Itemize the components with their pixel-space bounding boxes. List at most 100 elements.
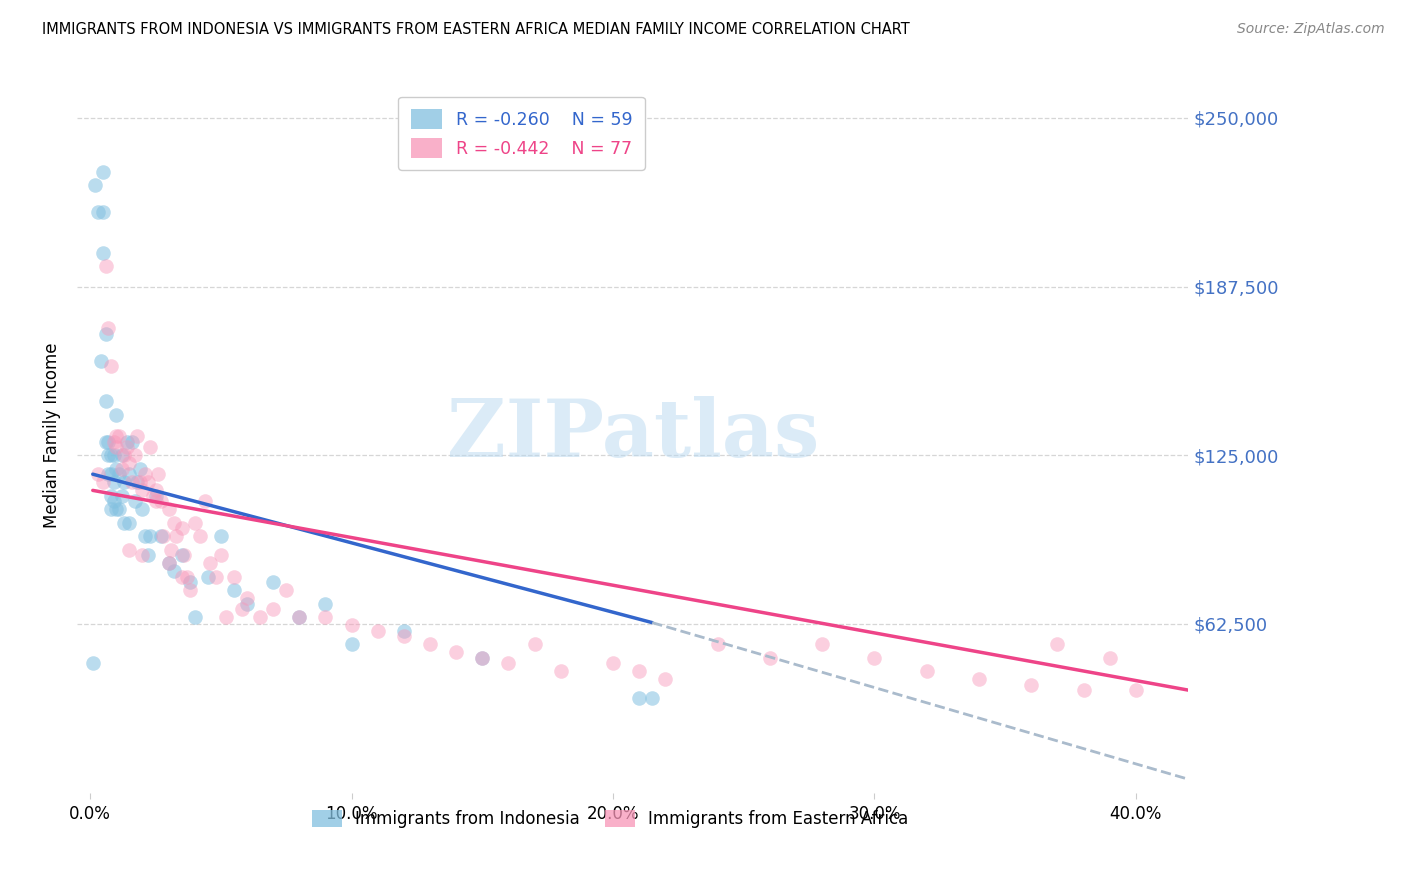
Point bbox=[110, 489, 132, 503]
Point bbox=[103, 434, 125, 449]
Point bbox=[811, 637, 834, 651]
Point bbox=[105, 408, 128, 422]
Point bbox=[108, 429, 131, 443]
Point bbox=[127, 429, 149, 443]
Point bbox=[340, 637, 363, 651]
Point bbox=[967, 673, 990, 687]
Point bbox=[163, 516, 186, 530]
Point bbox=[149, 494, 172, 508]
Point bbox=[288, 610, 311, 624]
Point bbox=[105, 429, 128, 443]
Point bbox=[97, 434, 120, 449]
Point bbox=[146, 467, 169, 482]
Point bbox=[121, 434, 143, 449]
Point bbox=[628, 691, 651, 706]
Point bbox=[100, 359, 122, 374]
Point bbox=[82, 656, 104, 670]
Point bbox=[145, 483, 167, 498]
Point bbox=[222, 570, 245, 584]
Point bbox=[288, 610, 311, 624]
Point bbox=[204, 570, 226, 584]
Point bbox=[118, 542, 141, 557]
Point bbox=[157, 502, 180, 516]
Point bbox=[112, 475, 135, 490]
Point bbox=[314, 610, 336, 624]
Point bbox=[142, 489, 165, 503]
Point bbox=[97, 467, 120, 482]
Point bbox=[340, 618, 363, 632]
Point bbox=[97, 321, 120, 335]
Point bbox=[194, 494, 217, 508]
Point bbox=[165, 529, 187, 543]
Point bbox=[87, 467, 110, 482]
Point bbox=[103, 475, 125, 490]
Point bbox=[91, 165, 114, 179]
Point bbox=[1046, 637, 1069, 651]
Point bbox=[550, 664, 572, 678]
Point bbox=[100, 489, 122, 503]
Point bbox=[110, 462, 132, 476]
Point bbox=[419, 637, 441, 651]
Point bbox=[209, 548, 232, 562]
Point bbox=[184, 610, 207, 624]
Point bbox=[523, 637, 546, 651]
Y-axis label: Median Family Income: Median Family Income bbox=[44, 343, 60, 528]
Point bbox=[103, 494, 125, 508]
Point bbox=[100, 502, 122, 516]
Point bbox=[118, 516, 141, 530]
Point bbox=[184, 516, 207, 530]
Point bbox=[139, 440, 162, 454]
Point bbox=[215, 610, 238, 624]
Point bbox=[128, 462, 150, 476]
Point bbox=[641, 691, 664, 706]
Point bbox=[110, 448, 132, 462]
Point bbox=[100, 467, 122, 482]
Point bbox=[145, 494, 167, 508]
Point bbox=[124, 494, 146, 508]
Point bbox=[84, 178, 107, 193]
Point bbox=[134, 467, 156, 482]
Point bbox=[170, 521, 193, 535]
Point bbox=[200, 556, 222, 570]
Point bbox=[108, 467, 131, 482]
Point bbox=[179, 583, 201, 598]
Point bbox=[163, 565, 186, 579]
Point bbox=[222, 583, 245, 598]
Point bbox=[170, 548, 193, 562]
Point bbox=[176, 570, 198, 584]
Point bbox=[149, 529, 172, 543]
Point bbox=[105, 502, 128, 516]
Point bbox=[157, 556, 180, 570]
Point bbox=[231, 602, 253, 616]
Point bbox=[131, 502, 153, 516]
Point bbox=[471, 650, 494, 665]
Point bbox=[112, 448, 135, 462]
Point bbox=[97, 448, 120, 462]
Legend: Immigrants from Indonesia, Immigrants from Eastern Africa: Immigrants from Indonesia, Immigrants fr… bbox=[305, 803, 915, 834]
Point bbox=[100, 448, 122, 462]
Point bbox=[276, 583, 298, 598]
Point bbox=[108, 502, 131, 516]
Point bbox=[139, 529, 162, 543]
Point bbox=[105, 440, 128, 454]
Point bbox=[115, 440, 138, 454]
Text: IMMIGRANTS FROM INDONESIA VS IMMIGRANTS FROM EASTERN AFRICA MEDIAN FAMILY INCOME: IMMIGRANTS FROM INDONESIA VS IMMIGRANTS … bbox=[42, 22, 910, 37]
Point bbox=[118, 456, 141, 470]
Point bbox=[90, 354, 112, 368]
Point bbox=[498, 656, 520, 670]
Point bbox=[392, 624, 415, 638]
Point bbox=[654, 673, 676, 687]
Text: ZIPatlas: ZIPatlas bbox=[447, 396, 818, 474]
Point bbox=[863, 650, 886, 665]
Point bbox=[1073, 683, 1095, 698]
Point bbox=[94, 326, 117, 341]
Point bbox=[179, 575, 201, 590]
Point bbox=[173, 548, 195, 562]
Point bbox=[134, 529, 156, 543]
Point bbox=[188, 529, 211, 543]
Point bbox=[170, 570, 193, 584]
Point bbox=[94, 394, 117, 409]
Point bbox=[131, 548, 153, 562]
Point bbox=[152, 529, 174, 543]
Point bbox=[91, 205, 114, 219]
